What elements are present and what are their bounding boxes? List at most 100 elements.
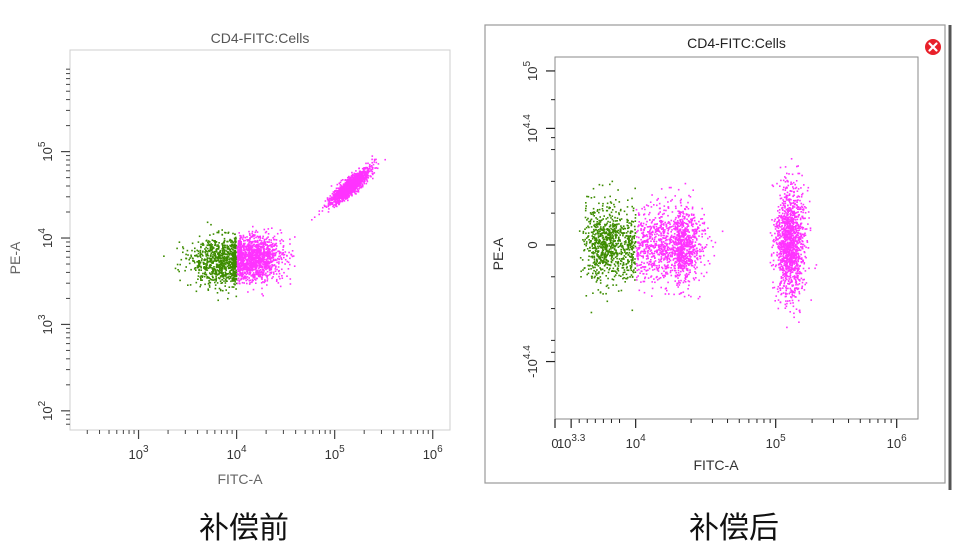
event-point <box>596 269 598 271</box>
event-point <box>628 249 631 251</box>
event-point <box>604 225 606 227</box>
event-point <box>628 240 630 243</box>
event-point <box>241 267 244 270</box>
event-point <box>255 263 258 265</box>
event-point <box>348 178 350 180</box>
event-point <box>585 207 587 210</box>
event-point <box>279 277 281 280</box>
event-point <box>221 244 224 246</box>
event-point <box>607 236 610 239</box>
event-point <box>617 265 620 267</box>
event-point <box>620 275 622 277</box>
event-point <box>209 241 211 243</box>
event-point <box>650 276 652 278</box>
event-point <box>261 276 263 278</box>
event-point <box>232 270 235 273</box>
event-point <box>232 279 235 282</box>
event-point <box>355 179 358 181</box>
event-point <box>262 274 264 277</box>
event-point <box>218 245 220 248</box>
event-point <box>360 174 363 176</box>
event-point <box>352 187 355 190</box>
event-point <box>331 199 333 201</box>
event-point <box>270 272 272 274</box>
event-point <box>247 252 250 254</box>
event-point <box>213 279 215 281</box>
event-point <box>266 251 268 253</box>
event-point <box>235 288 237 290</box>
event-point <box>603 240 606 243</box>
event-point <box>634 228 636 231</box>
event-point <box>192 257 194 260</box>
event-point <box>608 206 611 209</box>
event-point <box>215 266 218 269</box>
event-point <box>653 227 655 229</box>
event-point <box>234 251 236 254</box>
event-point <box>646 261 649 264</box>
event-point <box>259 256 262 259</box>
event-point <box>199 249 202 252</box>
event-point <box>275 280 278 282</box>
event-point <box>248 273 250 276</box>
event-point <box>610 258 613 260</box>
event-point <box>616 231 619 234</box>
event-point <box>262 268 264 271</box>
event-point <box>613 263 616 265</box>
event-point <box>628 244 631 246</box>
event-point <box>251 256 253 258</box>
event-point <box>266 260 269 263</box>
event-point <box>690 218 692 221</box>
event-point <box>652 269 654 271</box>
event-point <box>582 239 584 241</box>
event-point <box>592 251 594 253</box>
event-point <box>210 266 212 269</box>
x-axis-label: FITC-A <box>217 471 263 487</box>
event-point <box>368 170 371 173</box>
event-point <box>624 249 626 252</box>
event-point <box>690 219 693 222</box>
event-point <box>271 265 273 267</box>
event-point <box>637 212 640 214</box>
close-button[interactable] <box>925 39 941 55</box>
event-point <box>609 195 611 198</box>
event-point <box>209 273 212 275</box>
event-point <box>219 261 222 263</box>
event-point <box>600 259 602 262</box>
event-point <box>608 264 610 266</box>
event-point <box>243 247 245 249</box>
event-point <box>592 207 595 210</box>
event-point <box>599 223 601 226</box>
event-point <box>588 226 590 229</box>
event-point <box>338 182 341 185</box>
event-point <box>343 197 346 199</box>
event-point <box>367 177 370 179</box>
event-point <box>610 254 613 256</box>
event-point <box>222 262 224 265</box>
event-point <box>256 235 259 238</box>
event-point <box>633 261 636 263</box>
event-point <box>353 191 356 193</box>
event-point <box>259 273 261 275</box>
event-point <box>352 176 354 179</box>
event-point <box>605 275 607 277</box>
event-point <box>696 251 698 254</box>
event-point <box>609 239 612 242</box>
event-point <box>254 262 256 264</box>
event-point <box>362 172 364 175</box>
event-point <box>261 278 263 280</box>
event-point <box>589 241 591 243</box>
y-axis-label: PE-A <box>490 237 506 270</box>
event-point <box>253 274 255 276</box>
event-point <box>275 251 278 254</box>
scatter-points <box>578 158 818 329</box>
event-point <box>269 256 271 259</box>
event-point <box>336 201 338 203</box>
event-point <box>663 259 665 261</box>
event-point <box>325 206 328 208</box>
event-point <box>197 252 200 255</box>
event-point <box>367 162 369 165</box>
event-point <box>234 261 236 264</box>
event-point <box>228 286 231 288</box>
event-point <box>335 203 337 206</box>
event-point <box>616 255 618 257</box>
